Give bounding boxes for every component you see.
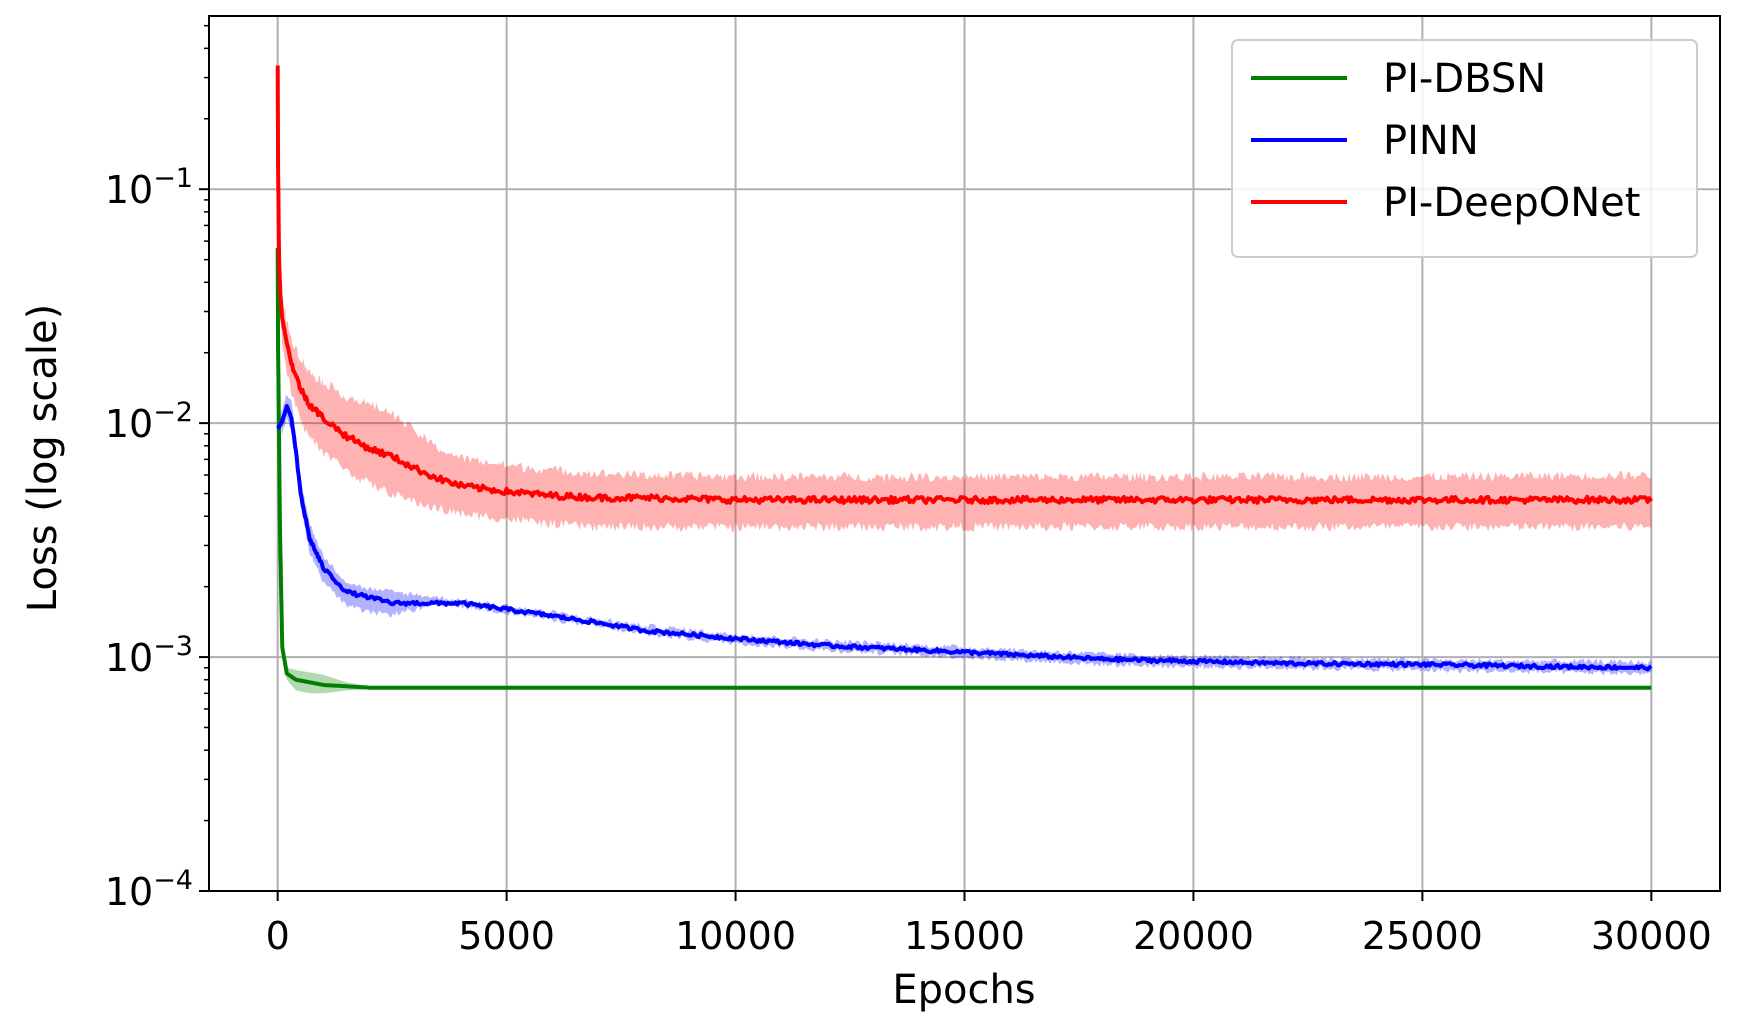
x-tick-label: 0 bbox=[266, 914, 290, 958]
legend: PI-DBSN PINN PI-DeepONet bbox=[1231, 39, 1698, 258]
x-tick-label: 10000 bbox=[675, 914, 796, 958]
x-tick-label: 5000 bbox=[458, 914, 555, 958]
y-axis-title: Loss (log scale) bbox=[20, 304, 66, 612]
x-tick-label: 30000 bbox=[1591, 914, 1712, 958]
y-tick-label: 10−1 bbox=[105, 163, 193, 212]
variance-bands bbox=[277, 60, 1652, 694]
y-axis-ticks: 10−1 10−2 10−3 10−4 bbox=[105, 24, 209, 914]
y-tick-label: 10−3 bbox=[105, 631, 193, 680]
x-tick-label: 20000 bbox=[1133, 914, 1254, 958]
x-tick-label: 15000 bbox=[904, 914, 1025, 958]
x-axis-ticks: 0 5000 10000 15000 20000 25000 30000 bbox=[266, 891, 1712, 958]
legend-label-pi-deeponet: PI-DeepONet bbox=[1383, 180, 1640, 226]
legend-box bbox=[1231, 39, 1698, 258]
y-tick-label: 10−2 bbox=[105, 397, 193, 446]
series-line-pi-deeponet bbox=[275, 65, 1654, 505]
legend-label-pi-dbsn: PI-DBSN bbox=[1383, 56, 1546, 102]
series-band-pi-deeponet bbox=[277, 60, 1652, 532]
y-tick-label: 10−4 bbox=[105, 865, 193, 914]
series-lines bbox=[275, 65, 1654, 690]
x-axis-title: Epochs bbox=[892, 967, 1035, 1013]
series-line-pinn bbox=[275, 404, 1653, 672]
legend-label-pinn: PINN bbox=[1383, 118, 1479, 164]
series-line-pi-dbsn bbox=[275, 248, 1652, 690]
x-tick-label: 25000 bbox=[1362, 914, 1483, 958]
